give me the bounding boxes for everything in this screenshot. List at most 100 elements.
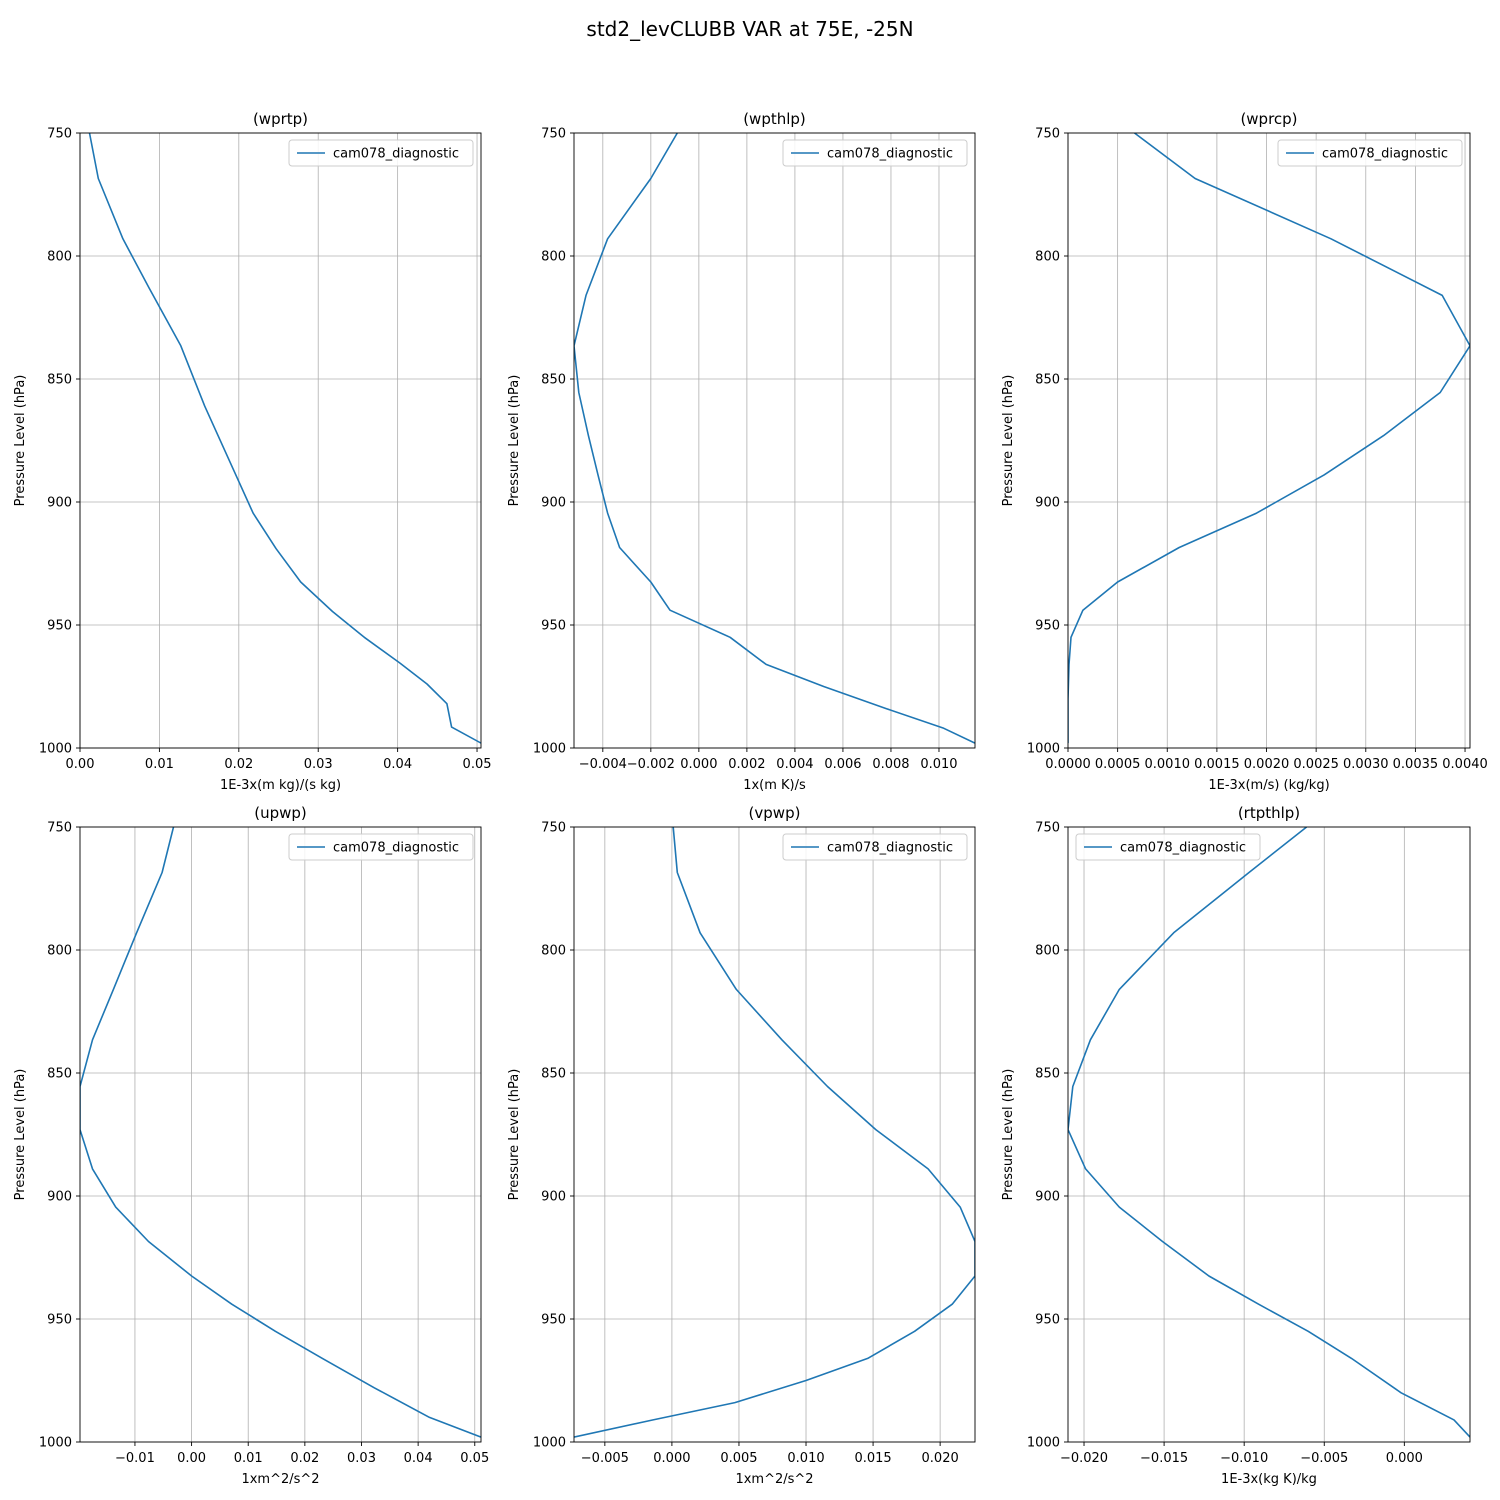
subplot-wpthlp: −0.004 −0.002 0.000 0.002 0.004 0.006 0.008 0.0… [507, 110, 976, 793]
y-tick-label: 900 [1035, 1190, 1060, 1205]
x-tick-label: 0.006 [824, 757, 861, 772]
subplot-title: (vpwp) [749, 804, 801, 822]
y-tick-label: 950 [47, 619, 72, 634]
series-line-cam078_diagnostic [88, 133, 481, 744]
x-tick-label: 0.0000 [1045, 757, 1091, 772]
subplot-upwp: −0.01 0.00 0.01 0.02 0.03 0.04 0.05 750 800 850 90… [13, 804, 489, 1487]
x-tick-label: 0.000 [653, 1451, 690, 1466]
y-tick-label: 950 [47, 1313, 72, 1328]
y-axis-label: Pressure Level (hPa) [13, 375, 28, 507]
y-tick-label: 950 [541, 1313, 566, 1328]
legend-label: cam078_diagnostic [333, 147, 459, 162]
subplot-title: (wpthlp) [743, 110, 806, 128]
legend-label: cam078_diagnostic [827, 147, 953, 162]
x-tick-label: 0.0020 [1244, 757, 1290, 772]
y-tick-label: 900 [541, 1190, 566, 1205]
x-tick-label: 0.0035 [1393, 757, 1439, 772]
x-tick-label: 0.01 [145, 757, 174, 772]
x-tick-label: 0.010 [787, 1451, 824, 1466]
x-tick-label: 0.01 [234, 1451, 263, 1466]
y-tick-label: 800 [1035, 944, 1060, 959]
y-tick-label: 900 [47, 1190, 72, 1205]
x-tick-label: 0.008 [872, 757, 909, 772]
y-tick-label: 750 [541, 127, 566, 142]
legend-box [1075, 833, 1261, 861]
x-tick-label: 0.0040 [1442, 757, 1488, 772]
x-tick-label: 0.002 [728, 757, 765, 772]
y-axis-label: Pressure Level (hPa) [1001, 1069, 1016, 1201]
axes-frame [1067, 132, 1471, 749]
y-tick-label: 750 [47, 127, 72, 142]
axes-frame [573, 826, 976, 1443]
x-tick-label: 0.03 [304, 757, 333, 772]
legend-box [782, 139, 968, 167]
y-tick-label: 750 [1035, 821, 1060, 836]
legend-label: cam078_diagnostic [1322, 147, 1448, 162]
legend: cam078_diagnostic [782, 833, 968, 861]
x-tick-label: 0.000 [680, 757, 717, 772]
x-axis-label: 1xm^2/s^2 [735, 1472, 813, 1487]
y-tick-label: 950 [1035, 1313, 1060, 1328]
x-tick-label: 0.0030 [1343, 757, 1389, 772]
legend-label: cam078_diagnostic [1120, 841, 1246, 856]
y-tick-label: 800 [541, 944, 566, 959]
y-tick-label: 750 [541, 821, 566, 836]
y-tick-label: 950 [1035, 619, 1060, 634]
y-tick-label: 1000 [39, 742, 72, 757]
x-tick-label: 0.0015 [1194, 757, 1240, 772]
series-line-cam078_diagnostic [574, 827, 975, 1438]
x-tick-label: −0.005 [581, 1451, 629, 1466]
x-tick-label: 0.015 [854, 1451, 891, 1466]
y-tick-label: 850 [47, 1067, 72, 1082]
y-tick-label: 850 [1035, 373, 1060, 388]
x-tick-label: −0.01 [115, 1451, 155, 1466]
y-tick-label: 850 [1035, 1067, 1060, 1082]
axes-frame [79, 826, 482, 1443]
series-line-cam078_diagnostic [1068, 133, 1470, 744]
y-tick-label: 800 [541, 250, 566, 265]
legend: cam078_diagnostic [782, 139, 968, 167]
figure-title: std2_levCLUBB VAR at 75E, -25N [586, 17, 913, 41]
x-tick-label: 0.02 [224, 757, 253, 772]
x-tick-label: −0.004 [579, 757, 627, 772]
subplot-title: (wprcp) [1240, 110, 1297, 128]
x-tick-label: 0.00 [66, 757, 95, 772]
legend: cam078_diagnostic [1277, 139, 1463, 167]
y-tick-label: 1000 [1027, 742, 1060, 757]
y-tick-label: 900 [541, 496, 566, 511]
y-tick-label: 800 [1035, 250, 1060, 265]
y-tick-label: 900 [47, 496, 72, 511]
x-tick-label: −0.015 [1140, 1451, 1188, 1466]
x-tick-label: 0.010 [920, 757, 957, 772]
legend: cam078_diagnostic [1075, 833, 1261, 861]
y-tick-label: 750 [47, 821, 72, 836]
y-axis-label: Pressure Level (hPa) [507, 1069, 522, 1201]
y-tick-label: 950 [541, 619, 566, 634]
x-tick-label: −0.010 [1220, 1451, 1268, 1466]
x-tick-label: 0.04 [383, 757, 412, 772]
y-tick-label: 800 [47, 250, 72, 265]
legend-box [782, 833, 968, 861]
x-tick-label: 0.000 [1386, 1451, 1423, 1466]
y-axis-label: Pressure Level (hPa) [507, 375, 522, 507]
axes-frame [79, 132, 482, 749]
subplot-title: (wprtp) [253, 110, 308, 128]
subplot-wprtp: 0.00 0.01 0.02 0.03 0.04 0.05 750 800 850 900 950 1… [13, 110, 492, 793]
y-tick-label: 1000 [39, 1436, 72, 1451]
x-tick-label: 0.0010 [1145, 757, 1191, 772]
y-tick-label: 800 [47, 944, 72, 959]
x-tick-label: 0.04 [404, 1451, 433, 1466]
y-tick-label: 850 [541, 1067, 566, 1082]
x-tick-label: 0.05 [460, 1451, 489, 1466]
y-tick-label: 1000 [533, 1436, 566, 1451]
x-tick-label: 0.02 [290, 1451, 319, 1466]
y-tick-label: 750 [1035, 127, 1060, 142]
y-tick-label: 850 [541, 373, 566, 388]
subplot-title: (upwp) [254, 804, 307, 822]
axes-frame [573, 132, 976, 749]
x-tick-label: −0.005 [1300, 1451, 1348, 1466]
x-tick-label: 0.020 [922, 1451, 959, 1466]
x-tick-label: 0.005 [720, 1451, 757, 1466]
series-line-cam078_diagnostic [574, 133, 975, 744]
